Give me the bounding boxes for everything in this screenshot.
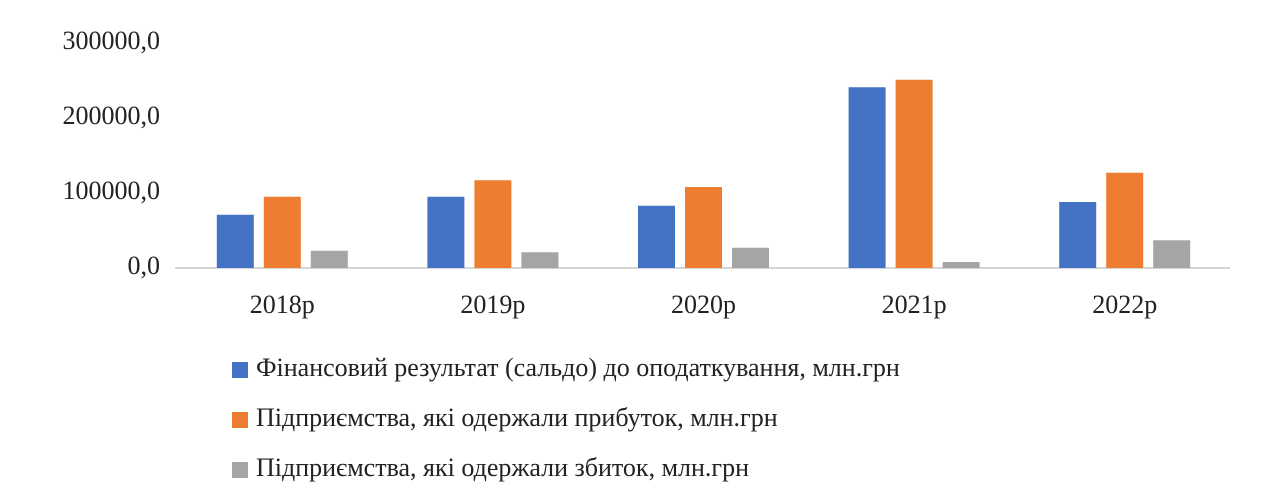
bar: [638, 205, 675, 268]
bar: [848, 87, 886, 268]
legend-label: Фінансовий результат (сальдо) до оподатк…: [256, 353, 900, 382]
legend-label: Підприємства, які одержали збиток, млн.г…: [256, 453, 749, 482]
bar: [216, 214, 254, 268]
y-tick-label: 200000,0: [63, 101, 161, 130]
bar: [474, 180, 512, 268]
bar: [1106, 172, 1144, 268]
bar: [1059, 202, 1097, 268]
legend-swatch: [232, 362, 248, 378]
legend-label: Підприємства, які одержали прибуток, млн…: [256, 403, 778, 432]
bar: [521, 252, 559, 268]
y-tick-label: 300000,0: [63, 26, 161, 55]
bar: [942, 262, 980, 268]
legend-swatch: [232, 462, 248, 478]
x-tick-label: 2020р: [671, 290, 736, 319]
bar: [310, 250, 348, 268]
x-tick-label: 2022р: [1092, 290, 1157, 319]
bar: [732, 247, 769, 268]
y-tick-label: 0,0: [128, 251, 161, 280]
bar: [1153, 240, 1191, 268]
x-tick-label: 2021р: [882, 290, 947, 319]
x-tick-label: 2019р: [460, 290, 525, 319]
bar: [685, 187, 722, 268]
legend-swatch: [232, 412, 248, 428]
bar: [263, 196, 301, 268]
y-tick-label: 100000,0: [63, 176, 161, 205]
bar: [427, 196, 465, 268]
x-tick-label: 2018р: [250, 290, 315, 319]
bar: [895, 79, 933, 268]
